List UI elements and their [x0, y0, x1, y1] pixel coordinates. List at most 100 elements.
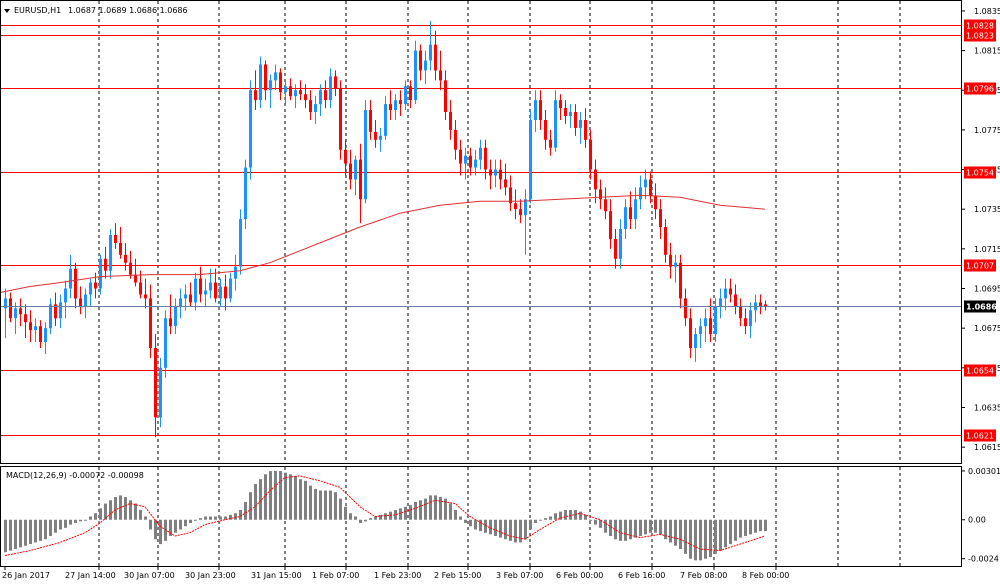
candle-body [299, 90, 302, 95]
macd-bar [194, 519, 197, 521]
candle-body [319, 90, 322, 105]
candle-body [689, 318, 692, 348]
macd-bar [464, 519, 467, 523]
macd-bar [374, 516, 377, 520]
macd-tick-label: 0.00 [968, 516, 986, 525]
level-tag-label: 1.0654 [966, 367, 994, 376]
macd-bar [284, 472, 287, 520]
candle-body [674, 262, 677, 267]
macd-bar [529, 519, 532, 530]
macd-bar [14, 519, 17, 549]
macd-bar [314, 488, 317, 520]
candle-body [699, 326, 702, 335]
candle-body [444, 80, 447, 113]
macd-bar [624, 519, 627, 541]
candle-body [234, 266, 237, 279]
macd-bar [169, 519, 172, 536]
macd-bar [534, 519, 537, 523]
candle-body [94, 282, 97, 289]
candle-body [289, 86, 292, 97]
candle-body [349, 163, 352, 180]
candle-body [519, 209, 522, 216]
candle-body [504, 179, 507, 188]
candle-body [479, 147, 482, 160]
macd-bar [429, 495, 432, 520]
candle-body [474, 159, 477, 168]
price-tick-label: 1.0715 [974, 245, 1000, 254]
macd-bar [729, 519, 732, 545]
current-price-tag-label: 1.0686 [966, 303, 997, 312]
macd-bar [44, 519, 47, 540]
macd-bar [744, 519, 747, 536]
macd-bar [619, 519, 622, 541]
macd-bar [159, 519, 162, 545]
macd-bar [684, 519, 687, 554]
macd-bar [299, 479, 302, 520]
macd-bar [244, 501, 247, 520]
macd-bar [34, 519, 37, 543]
candle-body [629, 207, 632, 220]
macd-bar [719, 519, 722, 551]
triangle-down-icon[interactable] [4, 9, 10, 13]
macd-bar [354, 516, 357, 520]
macd-bar [294, 475, 297, 520]
time-tick-label: 8 Feb 00:00 [742, 571, 789, 580]
macd-bar [319, 490, 322, 520]
macd-bar [339, 498, 342, 520]
candle-body [329, 76, 332, 101]
ohlc-label: 1.0687 1.0689 1.0686 1.0686 [68, 6, 188, 15]
candle-body [494, 169, 497, 176]
macd-bar [74, 519, 77, 523]
level-tag-label: 1.0823 [966, 32, 994, 41]
candle-body [4, 298, 7, 309]
macd-bar [379, 514, 382, 520]
candle-body [324, 90, 327, 101]
candle-body [439, 70, 442, 81]
macd-bar [754, 519, 757, 533]
macd-bar [154, 519, 157, 540]
candle-body [124, 254, 127, 263]
candle-body [294, 90, 297, 97]
level-tag [964, 82, 996, 95]
macd-bar [189, 519, 192, 523]
level-tag-label: 1.0828 [966, 22, 994, 31]
macd-bar [84, 519, 87, 521]
macd-bar [24, 519, 27, 546]
candle-body [414, 50, 417, 101]
candle-body [704, 318, 707, 327]
level-tag-label: 1.0621 [966, 432, 994, 441]
candle-body [734, 294, 737, 307]
price-tick-label: 1.0675 [974, 324, 1000, 333]
candle-body [534, 100, 537, 120]
macd-bar [424, 498, 427, 520]
macd-bar [414, 501, 417, 520]
macd-bar [654, 519, 657, 533]
macd-bar [239, 510, 242, 520]
macd-bar [259, 479, 262, 520]
candle-body [529, 119, 532, 200]
level-tag [964, 166, 996, 179]
macd-bar [19, 519, 22, 548]
candle-body [149, 298, 152, 348]
macd-bar [739, 519, 742, 538]
candle-body [304, 94, 307, 101]
macd-bar [69, 519, 72, 525]
candle-body [369, 110, 372, 132]
macd-bar [94, 513, 97, 520]
candle-body [634, 199, 637, 220]
macd-bar [54, 519, 57, 533]
candle-body [184, 294, 187, 299]
macd-bar [734, 519, 737, 541]
time-tick-label: 30 Jan 23:00 [185, 571, 236, 580]
candle-body [239, 219, 242, 267]
candle-body [204, 290, 207, 295]
candle-body [564, 108, 567, 117]
candle-body [254, 90, 257, 101]
level-tag [964, 19, 996, 32]
candle-body [714, 306, 717, 335]
price-tick-label: 1.0775 [974, 126, 1000, 135]
horizontal-levels[interactable] [1, 25, 961, 436]
macd-bar [659, 519, 662, 535]
macd-bar [329, 490, 332, 520]
